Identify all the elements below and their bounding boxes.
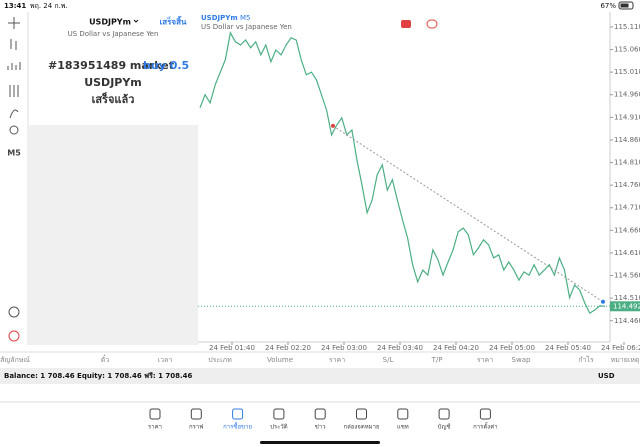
tab-label[interactable]: การซื้อขาย	[223, 421, 252, 431]
current-price-box	[610, 301, 640, 312]
column-header: ราคา	[477, 356, 493, 364]
panel-background	[28, 125, 198, 345]
order-symbol: USDJPYm	[84, 76, 142, 89]
column-header: เวลา	[158, 356, 173, 364]
y-tick-label: 114.610	[614, 249, 640, 257]
tab-label[interactable]: ข่าว	[315, 424, 326, 431]
tab-icon[interactable]	[232, 408, 244, 420]
status-date: พฤ. 24 ก.พ.	[30, 2, 68, 10]
sell-button[interactable]	[401, 20, 411, 28]
y-tick-label: 115.060	[614, 46, 640, 54]
column-header: ประเภท	[208, 356, 232, 364]
timeframe-button[interactable]: M5	[7, 149, 21, 158]
toolbar	[7, 17, 21, 342]
x-tick-label: 24 Feb 02:20	[265, 344, 311, 352]
y-tick-label: 114.660	[614, 226, 640, 234]
column-header: ราคา	[329, 356, 345, 364]
settings-icon[interactable]	[9, 85, 19, 97]
order-status: เสร็จแล้ว	[92, 92, 135, 106]
column-header: T/P	[431, 356, 443, 364]
function-icon[interactable]	[9, 109, 19, 119]
tab-icon[interactable]	[438, 408, 450, 420]
tab-label[interactable]: ประวัติ	[270, 424, 288, 431]
balance-row	[0, 368, 640, 384]
trade-icon[interactable]	[8, 306, 20, 318]
y-tick-label: 115.110	[614, 23, 640, 31]
x-tick-label: 24 Feb 04:20	[433, 344, 479, 352]
chart-description: US Dollar vs Japanese Yen	[201, 23, 292, 31]
order-action: buy 0.5	[143, 59, 189, 72]
x-tick-label: 24 Feb 01:40	[209, 344, 255, 352]
y-tick-label: 114.710	[614, 204, 640, 212]
battery-level	[620, 3, 629, 8]
y-tick-label: 114.960	[614, 91, 640, 99]
y-tick-label: 114.760	[614, 181, 640, 189]
column-header: Volume	[267, 356, 293, 364]
panel-symbol[interactable]: USDJPYm	[89, 18, 131, 27]
tab-icon[interactable]	[190, 408, 202, 420]
tab-label[interactable]: กราฟ	[189, 424, 203, 431]
x-tick-label: 24 Feb 03:40	[377, 344, 423, 352]
x-tick-label: 24 Feb 05:00	[489, 344, 535, 352]
column-header: กำไร	[578, 355, 594, 364]
tab-icon[interactable]	[397, 408, 409, 420]
column-header: Swap	[512, 356, 531, 364]
tab-label[interactable]: การตั้งค่า	[473, 421, 497, 431]
chart-symbol: USDJPYm	[201, 14, 238, 22]
dropdown-icon	[133, 19, 139, 23]
done-button[interactable]: เสร็จสิ้น	[160, 16, 187, 27]
battery-text: 67%	[600, 2, 616, 10]
tab-icon[interactable]	[314, 408, 326, 420]
tab-icon[interactable]	[356, 408, 367, 420]
y-tick-label: 114.560	[614, 272, 640, 280]
objects-icon[interactable]	[9, 125, 19, 135]
tab-bar: ราคา กราฟ การซื้อขาย ประวัติ ข่าว กล่องจดหมาย…	[148, 408, 498, 431]
current-price-label: 114.492	[613, 302, 640, 310]
tab-icon[interactable]	[149, 408, 161, 420]
column-header: ตั๋ว	[101, 355, 110, 364]
chart-timeframe: M5	[240, 14, 251, 22]
balance-currency: USD	[598, 372, 615, 380]
candles-icon[interactable]	[10, 39, 17, 50]
x-tick-label: 24 Feb 06:20	[601, 344, 640, 352]
column-header: สัญลักษณ์	[0, 356, 30, 364]
order-text: #183951489 market	[48, 59, 174, 72]
battery-icon	[618, 1, 634, 10]
panel-description: US Dollar vs Japanese Yen	[68, 30, 159, 38]
trade-line	[332, 125, 604, 303]
crosshair-icon[interactable]	[8, 17, 20, 29]
y-tick-label: 114.510	[614, 294, 640, 302]
trade-open	[331, 123, 335, 128]
price-line	[199, 31, 606, 314]
x-tick-label: 24 Feb 03:00	[321, 344, 367, 352]
y-tick-label: 114.860	[614, 136, 640, 144]
tab-label[interactable]: แชท	[397, 424, 409, 431]
y-tick-label: 115.010	[614, 68, 640, 76]
table-header: สัญลักษณ์ ตั๋ว เวลา ประเภท Volume ราคา S/L T/P ร…	[0, 355, 640, 364]
column-header: S/L	[383, 356, 394, 364]
trade-close	[601, 299, 605, 304]
y-tick-label: 114.910	[614, 113, 640, 121]
chart: 115.110 115.060 115.010 114.960 114.910 114.8…	[198, 23, 640, 352]
buy-button[interactable]	[426, 19, 438, 29]
tab-label[interactable]: บัญชี	[438, 423, 451, 431]
tab-icon[interactable]	[479, 408, 491, 420]
column-header: หมายเหตุ	[611, 356, 640, 364]
tab-label[interactable]: กล่องจดหมาย	[343, 424, 379, 431]
indicators-icon[interactable]	[7, 62, 21, 70]
y-tick-label: 114.810	[614, 159, 640, 167]
tab-label[interactable]: ราคา	[148, 424, 162, 431]
tab-icon[interactable]	[273, 408, 285, 420]
y-tick-label: 114.460	[614, 317, 640, 325]
x-tick-label: 24 Feb 05:40	[545, 344, 591, 352]
balance-text: Balance: 1 708.46 Equity: 1 708.46 ฟรี: …	[4, 372, 193, 380]
status-time: 13:41	[4, 2, 26, 10]
home-indicator	[260, 441, 380, 444]
broker-icon[interactable]	[8, 330, 20, 342]
